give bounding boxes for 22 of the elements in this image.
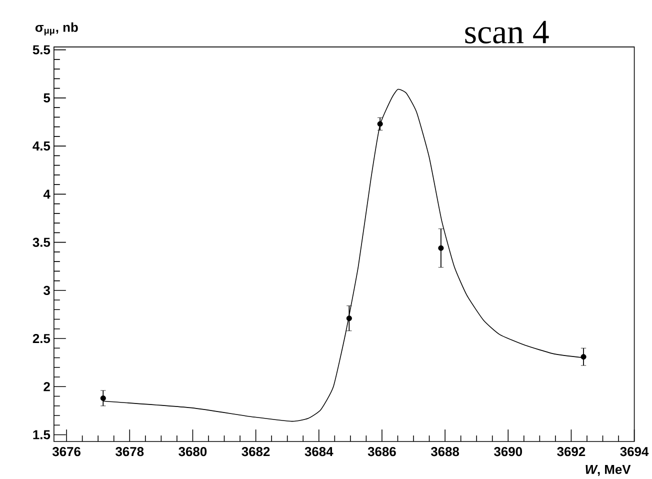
y-tick-label: 2.5 [32, 334, 50, 343]
y-axis-title: σ$_{μμ}$, nb [35, 22, 78, 36]
x-tick-label: 3692 [557, 446, 586, 456]
y-tick-label: 5.5 [32, 45, 50, 54]
x-axis-title: W, MeV [586, 464, 631, 476]
y-tick-label: 2 [44, 382, 50, 392]
x-tick-label: 3684 [304, 446, 334, 456]
x-tick-label: 3676 [52, 446, 80, 456]
y-tick-label: 4 [43, 190, 50, 199]
x-tick-label: 3680 [178, 446, 207, 456]
y-tick-label: 3 [44, 286, 50, 295]
y-tick-label: 4.5 [32, 141, 50, 150]
x-tick-label: 3690 [494, 446, 522, 456]
chart-title: scan 4 [465, 20, 549, 44]
y-tick-label: 3.5 [32, 238, 50, 247]
x-tick-label: 3686 [368, 446, 396, 456]
x-tick-label: 3688 [430, 446, 460, 456]
y-tick-label: 5 [44, 93, 50, 102]
x-tick-label: 3678 [116, 446, 144, 456]
x-tick-label: 3682 [242, 446, 270, 456]
y-tick-label: 1.5 [33, 430, 50, 440]
x-tick-label: 3694 [620, 446, 649, 456]
